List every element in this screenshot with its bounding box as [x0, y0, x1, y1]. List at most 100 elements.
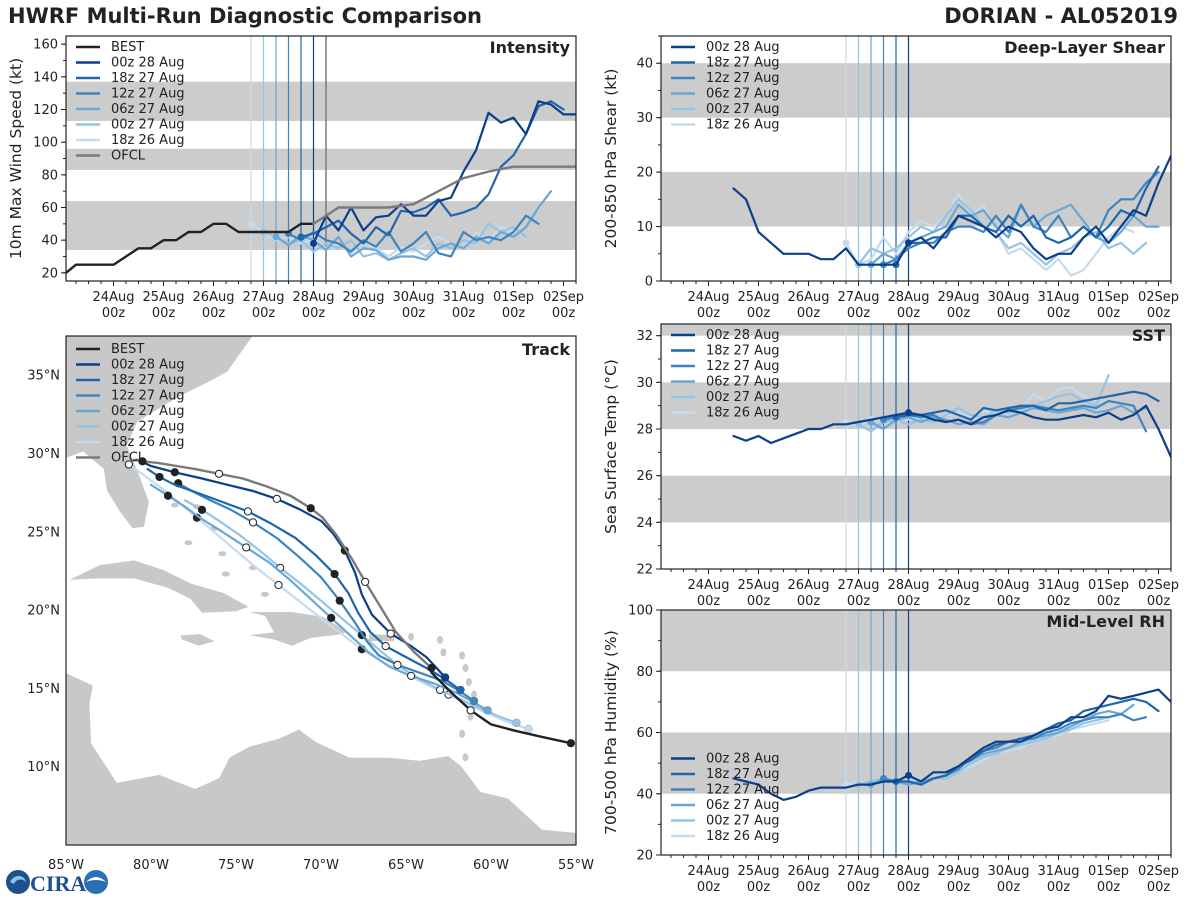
shear-init-point-0 — [905, 239, 912, 247]
sst-xtick-label-date: 02Sep — [1138, 578, 1179, 593]
sst-series-line-0 — [732, 404, 1171, 459]
track-series-line-3-marker — [327, 613, 336, 623]
rh-legend-label: 18z 26 Aug — [706, 829, 780, 844]
rh-xtick-label-date: 26Aug — [788, 864, 830, 879]
sst-ytick-label: 24 — [636, 516, 653, 531]
track-init-point-5 — [524, 725, 533, 734]
shear-xtick-label-date: 26Aug — [788, 290, 830, 305]
rh-series-line-1 — [894, 697, 1160, 786]
sst-xtick-label-hour: 00z — [1097, 594, 1121, 609]
track-ofcl-line-marker — [214, 469, 224, 478]
track-plot-area — [66, 336, 576, 845]
rh-xtick-label-hour: 00z — [997, 880, 1021, 895]
rh-xtick-label-hour: 00z — [897, 880, 921, 895]
rh-xtick-label-date: 31Aug — [1038, 864, 1080, 879]
sst-xtick-label-hour: 00z — [897, 594, 921, 609]
rh-init-point-2 — [880, 774, 887, 782]
sst-legend-label: 00z 28 Aug — [706, 328, 780, 343]
track-ofcl-line-marker — [427, 663, 436, 673]
rh-xtick-label-hour: 00z — [947, 880, 971, 895]
land-antilles-3 — [471, 690, 477, 699]
intensity-xtick-label-hour: 00z — [102, 306, 126, 321]
track-frame — [65, 335, 577, 846]
track-ytick-label: 25°N — [27, 525, 60, 540]
rh-init-point-0 — [905, 771, 912, 779]
sst-ytick-label: 26 — [636, 469, 653, 484]
intensity-xtick-label-hour: 00z — [152, 306, 176, 321]
shear-legend-label: 12z 27 Aug — [706, 71, 780, 86]
land-antilles-5 — [467, 712, 474, 721]
rh-ytick-label: 100 — [628, 604, 653, 619]
intensity-plot-area — [66, 36, 576, 281]
track-series-line-5-marker — [274, 580, 283, 590]
shear-xtick-label-hour: 00z — [697, 306, 721, 321]
track-series-line-2-marker — [248, 518, 258, 527]
track-series-line-3-marker — [163, 491, 173, 500]
intensity-xtick-label-date: 27Aug — [243, 290, 285, 305]
rh-xtick-label-date: 29Aug — [938, 864, 980, 879]
track-series-line-0-marker — [272, 494, 281, 503]
sst-xtick-label-date: 26Aug — [788, 578, 830, 593]
intensity-legend-label: 06z 27 Aug — [111, 102, 185, 117]
shear-band-1 — [661, 63, 1171, 118]
track-series-line-1-marker — [330, 569, 339, 579]
shear-xtick-label-date: 02Sep — [1138, 290, 1179, 305]
track-ofcl-line-marker — [306, 504, 315, 513]
intensity-init-point-0 — [310, 239, 317, 247]
land-bahamas-2 — [170, 502, 179, 508]
intensity-ytick-label: 20 — [41, 266, 58, 281]
track-series-line-2-marker — [335, 596, 344, 605]
track-init-point-4 — [512, 718, 521, 727]
land-antilles-7 — [462, 753, 469, 762]
sst-xtick-label-date: 29Aug — [938, 578, 980, 593]
cira-badge-icon — [84, 870, 108, 894]
intensity-ytick-label: 80 — [41, 168, 58, 183]
sst-band-2 — [661, 324, 1171, 336]
rh-ylabel: 700-500 hPa Humidity (%) — [602, 630, 620, 835]
shear-xtick-label-date: 28Aug — [888, 290, 930, 305]
sst-legend-label: 06z 27 Aug — [706, 375, 780, 390]
track-series-line-4 — [183, 499, 518, 724]
intensity-ytick-label: 160 — [33, 38, 58, 53]
intensity-series-line-2 — [287, 214, 540, 258]
cira-logo-text: CIRA — [30, 871, 86, 896]
track-series-line-4-marker — [197, 505, 207, 514]
shear-xtick-label-date: 24Aug — [688, 290, 730, 305]
shear-xtick-label-date: 30Aug — [988, 290, 1030, 305]
shear-ytick-label: 20 — [636, 166, 653, 181]
shear-panel: 01020304024Aug00z25Aug00z26Aug00z27Aug00… — [602, 35, 1179, 321]
rh-xtick-label-date: 27Aug — [838, 864, 880, 879]
shear-series-line-1 — [894, 165, 1160, 266]
land-antilles-10 — [408, 632, 415, 641]
intensity-series-line-0 — [312, 100, 576, 245]
intensity-band-1 — [66, 148, 576, 170]
intensity-legend-label: 18z 27 Aug — [111, 71, 185, 86]
shear-plot-area — [661, 36, 1171, 281]
shear-xtick-label-hour: 00z — [1047, 306, 1071, 321]
land-bahamas-6 — [260, 591, 269, 597]
land-bahamas-0 — [184, 540, 193, 546]
shear-ytick-label: 10 — [636, 220, 653, 235]
rh-xtick-label-hour: 00z — [747, 880, 771, 895]
intensity-legend-label: 12z 27 Aug — [111, 87, 185, 102]
intensity-init-point-5 — [247, 220, 255, 228]
shear-legend-label: 06z 27 Aug — [706, 87, 780, 102]
shear-xtick-label-hour: 00z — [897, 306, 921, 321]
intensity-panel-title: Intensity — [490, 38, 571, 57]
intensity-legend-label: BEST — [111, 40, 144, 55]
intensity-legend-label: OFCL — [111, 149, 146, 164]
land-bahamas-7 — [221, 571, 230, 577]
track-legend-label: 06z 27 Aug — [111, 404, 185, 419]
shear-band-0 — [661, 172, 1171, 227]
rh-legend-label: 18z 27 Aug — [706, 767, 780, 782]
shear-legend-label: 18z 26 Aug — [706, 118, 780, 133]
intensity-xtick-label-date: 31Aug — [443, 290, 485, 305]
track-series-line-3-marker — [242, 543, 251, 552]
sst-xtick-label-date: 31Aug — [1038, 578, 1080, 593]
intensity-panel: 2040608010012014016024Aug00z25Aug00z26Au… — [7, 35, 584, 321]
track-legend-label: 00z 27 Aug — [111, 420, 185, 435]
shear-xtick-label-hour: 00z — [747, 306, 771, 321]
track-legend-label: 12z 27 Aug — [111, 389, 185, 404]
intensity-ytick-label: 100 — [33, 136, 58, 151]
